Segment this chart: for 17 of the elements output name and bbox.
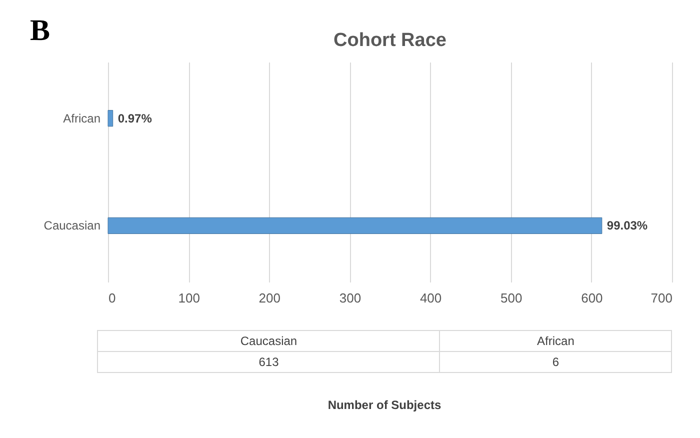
x-tick-label: 0 bbox=[108, 290, 116, 306]
category-label: African bbox=[537, 334, 574, 348]
x-tick-label: 200 bbox=[258, 290, 280, 306]
text: 6 bbox=[440, 352, 672, 372]
x-tick-label: 300 bbox=[339, 290, 362, 306]
chart-title: Cohort Race bbox=[334, 30, 446, 51]
x-tick-label: 700 bbox=[650, 290, 672, 306]
text: Number of Subjects bbox=[326, 398, 442, 412]
text: B bbox=[30, 14, 50, 48]
x-tick-label: 100 bbox=[178, 290, 200, 306]
category-label: Caucasian bbox=[240, 334, 298, 348]
x-tick-label: 600 bbox=[581, 290, 603, 306]
x-tick-label: 500 bbox=[500, 290, 522, 306]
annotation: 99.03% bbox=[606, 218, 648, 233]
x-tick-label: 400 bbox=[420, 290, 442, 306]
text: 613 bbox=[98, 352, 440, 372]
annotation: 0.97% bbox=[118, 111, 152, 126]
